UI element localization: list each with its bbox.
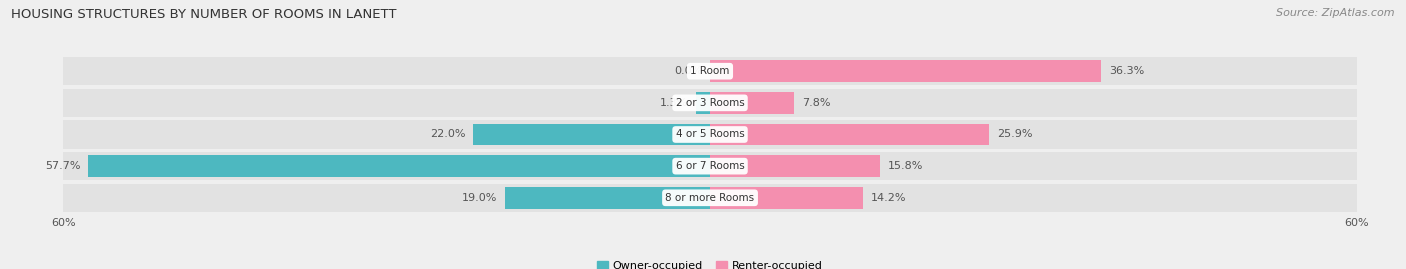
Bar (63, 152, 1357, 180)
Text: 19.0%: 19.0% (463, 193, 498, 203)
Text: 36.3%: 36.3% (1109, 66, 1144, 76)
Bar (63, 57, 1357, 86)
Bar (63, 183, 1357, 212)
Bar (472, 124, 710, 145)
Legend: Owner-occupied, Renter-occupied: Owner-occupied, Renter-occupied (598, 261, 823, 269)
Bar (710, 124, 990, 145)
Bar (710, 155, 880, 177)
Text: 7.8%: 7.8% (801, 98, 830, 108)
Text: 4 or 5 Rooms: 4 or 5 Rooms (676, 129, 744, 140)
Bar (63, 120, 1357, 149)
Text: 1 Room: 1 Room (690, 66, 730, 76)
Bar (696, 92, 710, 114)
Text: 57.7%: 57.7% (45, 161, 80, 171)
Text: Source: ZipAtlas.com: Source: ZipAtlas.com (1277, 8, 1395, 18)
Text: 0.0%: 0.0% (675, 66, 703, 76)
Text: 2 or 3 Rooms: 2 or 3 Rooms (676, 98, 744, 108)
Text: 15.8%: 15.8% (889, 161, 924, 171)
Text: 25.9%: 25.9% (997, 129, 1032, 140)
Text: 8 or more Rooms: 8 or more Rooms (665, 193, 755, 203)
Text: 14.2%: 14.2% (870, 193, 905, 203)
Text: HOUSING STRUCTURES BY NUMBER OF ROOMS IN LANETT: HOUSING STRUCTURES BY NUMBER OF ROOMS IN… (11, 8, 396, 21)
Bar (89, 155, 710, 177)
Bar (710, 187, 863, 208)
Bar (63, 89, 1357, 117)
Text: 1.3%: 1.3% (661, 98, 689, 108)
Bar (710, 92, 794, 114)
Text: 22.0%: 22.0% (430, 129, 465, 140)
Text: 6 or 7 Rooms: 6 or 7 Rooms (676, 161, 744, 171)
Bar (505, 187, 710, 208)
Bar (710, 61, 1101, 82)
